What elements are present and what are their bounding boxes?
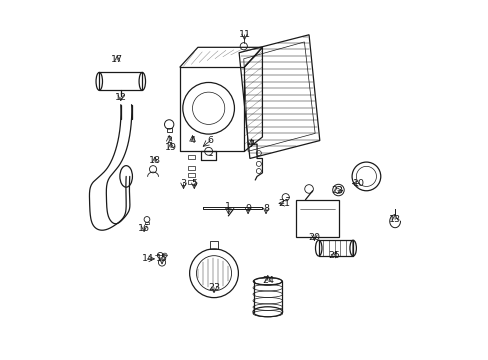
- Text: 9: 9: [244, 204, 250, 213]
- Text: 16: 16: [138, 224, 150, 233]
- Text: 15: 15: [156, 255, 168, 264]
- Bar: [187, 173, 195, 177]
- Text: 25: 25: [327, 251, 340, 260]
- Text: 13: 13: [388, 215, 400, 224]
- Text: 2: 2: [166, 136, 172, 145]
- Text: 19: 19: [164, 143, 177, 152]
- Text: 10: 10: [352, 179, 365, 188]
- Text: 4: 4: [189, 136, 195, 145]
- Text: 17: 17: [111, 55, 123, 64]
- Text: 11: 11: [238, 30, 250, 39]
- Text: 18: 18: [148, 156, 161, 165]
- Bar: [144, 222, 149, 225]
- Text: 8: 8: [263, 204, 268, 213]
- Text: 23: 23: [207, 283, 220, 292]
- Text: 24: 24: [261, 276, 273, 285]
- Bar: [166, 128, 171, 132]
- Text: 7: 7: [248, 140, 254, 149]
- Bar: [187, 155, 195, 159]
- Text: 5: 5: [191, 179, 197, 188]
- Text: 6: 6: [207, 136, 213, 145]
- Bar: [187, 180, 195, 184]
- Text: 14: 14: [142, 255, 153, 264]
- Text: 3: 3: [180, 179, 186, 188]
- Text: 22: 22: [331, 186, 343, 195]
- Text: 12: 12: [115, 93, 126, 102]
- Bar: [187, 166, 195, 170]
- Bar: [296, 200, 338, 237]
- Bar: [209, 241, 218, 249]
- Text: 20: 20: [308, 233, 320, 242]
- Text: 21: 21: [277, 199, 289, 208]
- Text: 1: 1: [225, 202, 231, 211]
